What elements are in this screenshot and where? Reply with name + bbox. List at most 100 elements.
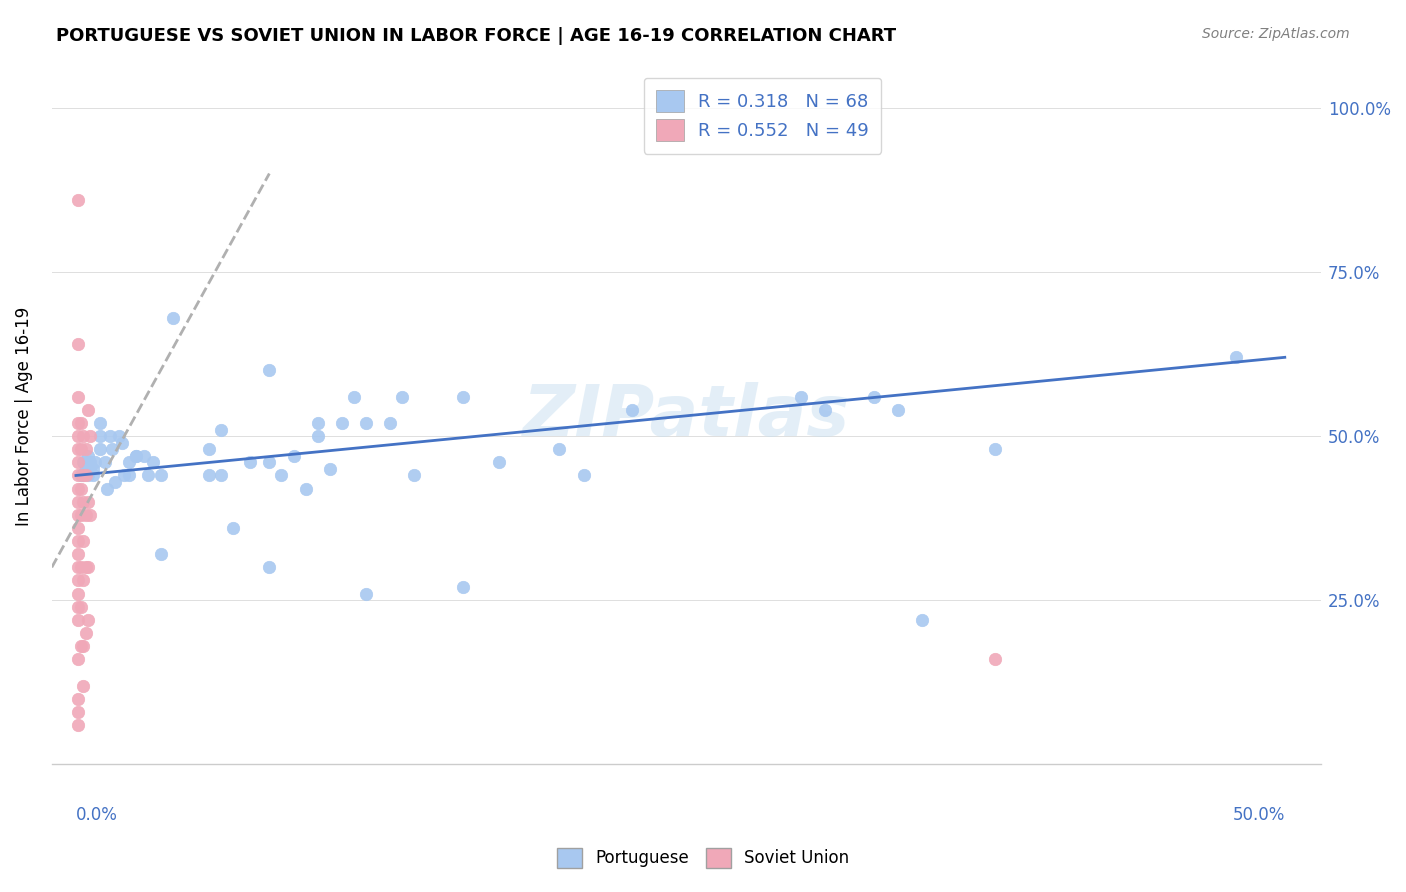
Point [67,494,90,508]
Point [82,462,104,476]
Point [72,468,94,483]
Point [67,652,90,666]
Point [84,455,107,469]
Point [72,429,94,443]
Point [75,626,97,640]
Point [209,468,232,483]
Point [72,494,94,508]
Point [67,455,90,469]
Point [101,442,124,457]
Point [89,429,111,443]
Point [142,455,165,469]
Point [259,363,281,377]
Point [307,429,329,443]
Point [94,455,117,469]
Point [75,508,97,522]
Point [294,482,316,496]
Point [862,390,884,404]
Point [77,402,100,417]
Point [69,416,91,430]
Point [89,416,111,430]
Point [67,586,90,600]
Point [319,462,342,476]
Point [132,449,155,463]
Point [79,455,101,469]
Text: 0.0%: 0.0% [76,806,118,824]
Point [72,679,94,693]
Point [380,416,402,430]
Point [72,534,94,549]
Point [77,449,100,463]
Text: PORTUGUESE VS SOVIET UNION IN LABOR FORCE | AGE 16-19 CORRELATION CHART: PORTUGUESE VS SOVIET UNION IN LABOR FORC… [56,27,897,45]
Point [451,390,474,404]
Point [75,468,97,483]
Point [67,193,90,207]
Point [112,468,135,483]
Y-axis label: In Labor Force | Age 16-19: In Labor Force | Age 16-19 [15,307,32,526]
Point [69,560,91,574]
Point [259,560,281,574]
Point [67,337,90,351]
Point [149,468,172,483]
Point [125,449,148,463]
Point [67,416,90,430]
Point [621,402,644,417]
Point [488,455,510,469]
Point [75,462,97,476]
Point [77,613,100,627]
Point [404,468,426,483]
Point [111,435,134,450]
Point [75,560,97,574]
Point [239,455,262,469]
Point [67,468,90,483]
Point [72,639,94,653]
Point [79,462,101,476]
Point [96,482,118,496]
Point [72,468,94,483]
Point [69,442,91,457]
Point [125,449,148,463]
Point [222,521,245,535]
Point [69,639,91,653]
Point [330,416,353,430]
Point [198,468,221,483]
Point [149,547,172,561]
Point [67,429,90,443]
Point [283,449,305,463]
Point [67,390,90,404]
Point [548,442,571,457]
Point [814,402,837,417]
Point [69,468,91,483]
Point [118,455,141,469]
Text: 50.0%: 50.0% [1233,806,1285,824]
Point [82,468,104,483]
Point [67,534,90,549]
Point [911,613,934,627]
Point [209,423,232,437]
Point [67,560,90,574]
Point [108,429,131,443]
Point [983,652,1005,666]
Point [118,468,141,483]
Point [67,521,90,535]
Point [67,599,90,614]
Point [67,718,90,732]
Point [77,468,100,483]
Point [270,468,292,483]
Point [104,475,127,489]
Point [307,416,329,430]
Point [69,508,91,522]
Point [75,442,97,457]
Point [354,416,377,430]
Point [354,586,377,600]
Point [79,508,101,522]
Point [67,508,90,522]
Point [89,442,111,457]
Legend: Portuguese, Soviet Union: Portuguese, Soviet Union [550,841,856,875]
Point [391,390,413,404]
Text: ZIPatlas: ZIPatlas [523,382,851,450]
Point [67,705,90,719]
Point [79,429,101,443]
Point [162,310,184,325]
Point [983,442,1005,457]
